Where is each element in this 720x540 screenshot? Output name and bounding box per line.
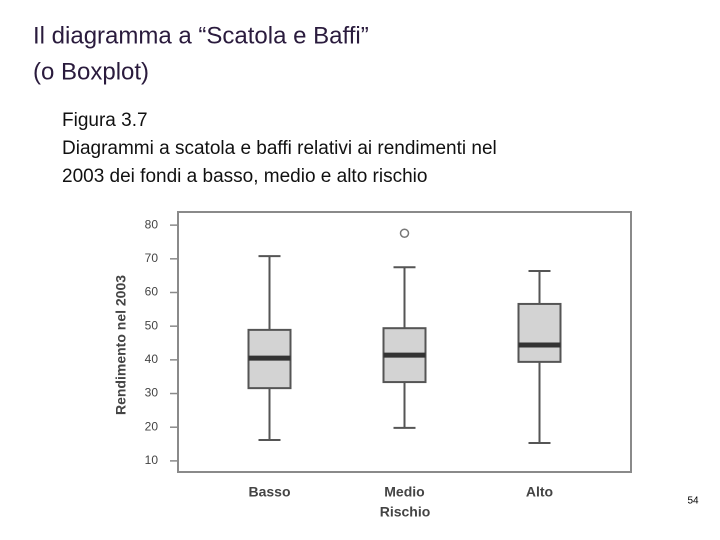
page-number: 54 — [687, 496, 699, 507]
y-tick-label: 80 — [145, 217, 159, 231]
slide-title: Il diagramma a “Scatola e Baffi” — [33, 22, 369, 49]
x-tick-label: Medio — [384, 484, 424, 500]
x-tick-label: Alto — [526, 484, 553, 500]
caption: 2003 dei fondi a basso, medio e alto ris… — [62, 166, 427, 187]
plot-frame — [177, 211, 632, 473]
y-axis-label: Rendimento nel 2003 — [113, 275, 129, 415]
box — [517, 302, 562, 363]
y-tick-label: 70 — [145, 251, 159, 265]
x-tick-label: Basso — [248, 484, 290, 500]
slide-title: (o Boxplot) — [33, 58, 149, 85]
outlier — [399, 228, 410, 238]
y-tick-label: 30 — [145, 386, 159, 400]
caption: Diagrammi a scatola e baffi relativi ai … — [62, 138, 497, 159]
y-tick-label: 10 — [145, 453, 159, 467]
caption: Figura 3.7 — [62, 110, 148, 131]
y-tick-label: 40 — [145, 352, 159, 366]
x-axis-label: Rischio — [380, 504, 431, 520]
y-tick-label: 20 — [145, 419, 159, 433]
y-tick-label: 50 — [145, 318, 159, 332]
y-tick-label: 60 — [145, 285, 159, 299]
